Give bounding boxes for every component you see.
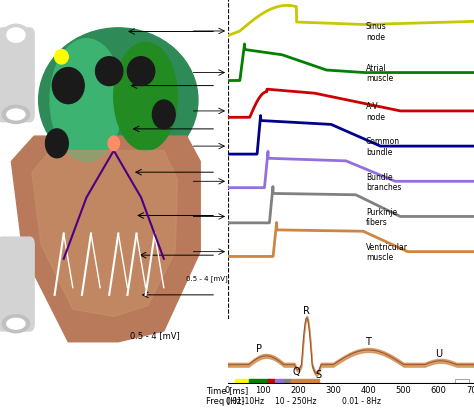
Bar (268, 380, 275, 384)
FancyBboxPatch shape (0, 238, 34, 331)
Text: T: T (365, 336, 371, 346)
Text: Q: Q (292, 366, 300, 375)
Text: R: R (303, 305, 310, 315)
Text: 700: 700 (466, 385, 474, 394)
Text: 0.5 - 4 [mV]: 0.5 - 4 [mV] (130, 330, 180, 339)
Text: 400: 400 (361, 385, 376, 394)
Text: Freq [Hz]: Freq [Hz] (206, 396, 245, 405)
Ellipse shape (153, 101, 175, 130)
Ellipse shape (7, 110, 25, 121)
Polygon shape (11, 137, 200, 342)
Ellipse shape (114, 43, 177, 151)
Text: 0.01 - 8Hz: 0.01 - 8Hz (342, 396, 381, 405)
Text: A-V
node: A-V node (366, 102, 385, 121)
Ellipse shape (52, 68, 84, 104)
Text: U: U (435, 348, 442, 358)
Text: 0.01-10Hz: 0.01-10Hz (226, 396, 264, 405)
Bar (249, 380, 270, 384)
Ellipse shape (55, 50, 68, 65)
Text: 600: 600 (431, 385, 447, 394)
Bar (291, 380, 319, 384)
Ellipse shape (39, 29, 198, 173)
Text: 100: 100 (255, 385, 271, 394)
Text: Time [ms]: Time [ms] (206, 385, 249, 394)
Text: Sinus
node: Sinus node (366, 22, 387, 42)
Ellipse shape (2, 25, 29, 47)
Ellipse shape (50, 40, 123, 162)
Text: 200: 200 (290, 385, 306, 394)
Bar (284, 380, 291, 384)
Bar (275, 380, 284, 384)
Text: Ventricular
muscle: Ventricular muscle (366, 243, 408, 262)
Ellipse shape (2, 315, 29, 333)
Text: S: S (315, 369, 321, 379)
Text: 0: 0 (225, 385, 230, 394)
Text: Common
bundle: Common bundle (366, 137, 400, 156)
Ellipse shape (2, 106, 29, 124)
FancyBboxPatch shape (0, 29, 34, 122)
Text: P: P (256, 343, 262, 353)
Ellipse shape (128, 58, 155, 86)
Text: 0.5 - 4 [mV]: 0.5 - 4 [mV] (186, 274, 228, 281)
Text: 500: 500 (396, 385, 411, 394)
Polygon shape (32, 151, 177, 317)
Text: Bundle
branches: Bundle branches (366, 172, 401, 191)
Ellipse shape (108, 137, 119, 151)
Ellipse shape (96, 58, 123, 86)
Ellipse shape (7, 29, 25, 43)
Text: 10 - 250Hz: 10 - 250Hz (275, 396, 317, 405)
Text: Atrial
muscle: Atrial muscle (366, 64, 393, 83)
Bar (235, 380, 249, 384)
Text: 300: 300 (325, 385, 341, 394)
Ellipse shape (7, 319, 25, 329)
Ellipse shape (46, 130, 68, 158)
Bar (455, 380, 469, 384)
Text: Purkinje
fibers: Purkinje fibers (366, 207, 397, 227)
